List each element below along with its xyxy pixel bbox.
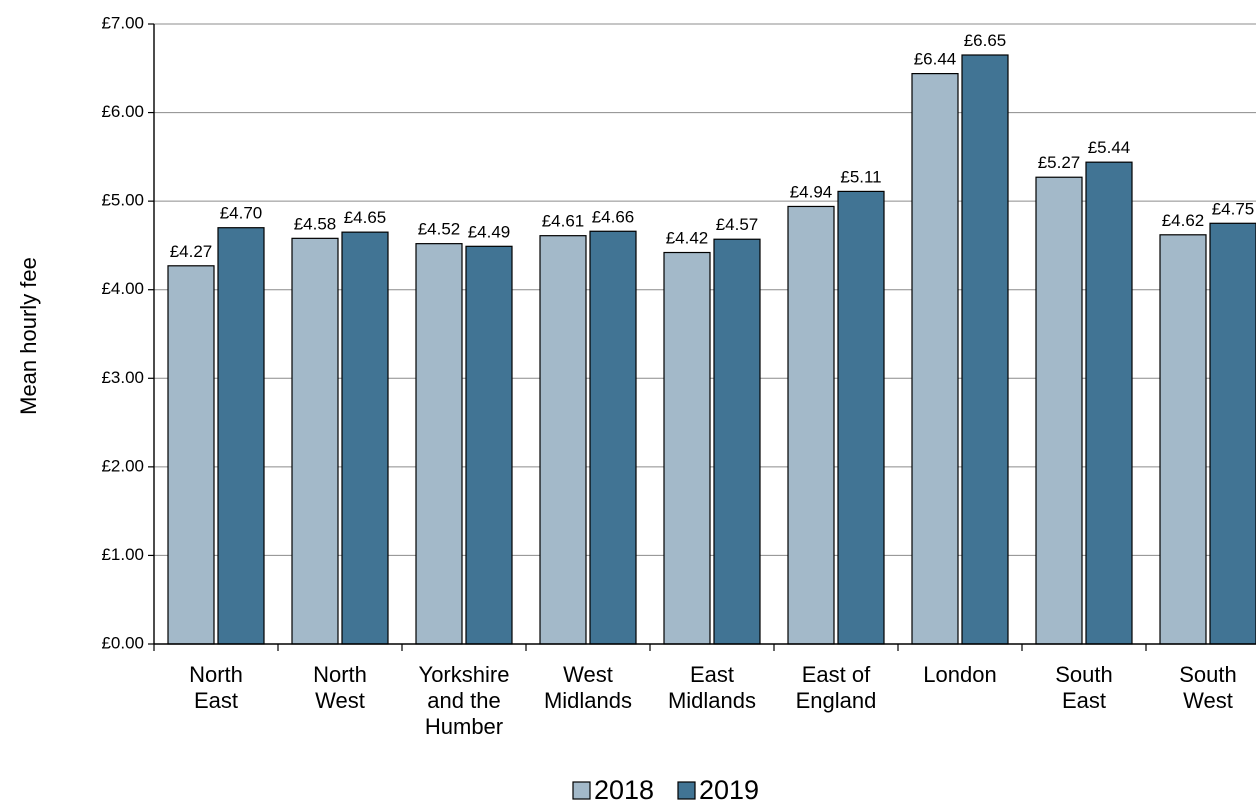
bar-2019: [1209, 222, 1256, 645]
axes: [148, 23, 1256, 651]
bar-2018: [663, 251, 711, 645]
y-tick-label: £3.00: [101, 368, 144, 387]
legend-label-2018: 2018: [594, 775, 654, 805]
data-label: £6.65: [964, 31, 1007, 50]
data-label: £4.58: [294, 214, 337, 233]
x-category-label: South East: [1055, 662, 1113, 713]
x-category-label: North East: [189, 662, 243, 713]
legend-label-2019: 2019: [699, 775, 759, 805]
data-label: £4.65: [344, 208, 387, 227]
bar-2018: [291, 237, 339, 645]
x-category-label-line: South: [1179, 662, 1237, 687]
bar-2019: [217, 227, 265, 645]
bar-2018: [787, 205, 835, 645]
x-category-label: London: [923, 662, 996, 687]
x-category-label: West Midlands: [544, 662, 632, 713]
x-category-label-line: West: [563, 662, 613, 687]
data-labels: £4.27 £4.70 £4.58 £4.65 £4.52 £4.49 £4.61 £4.66…: [170, 31, 1255, 261]
legend-swatch-2019: [677, 781, 696, 800]
data-label: £5.27: [1038, 153, 1081, 172]
x-category-label-line: North: [189, 662, 243, 687]
x-category-label-line: East: [1062, 688, 1106, 713]
data-label: £6.44: [914, 50, 957, 69]
x-category-label-line: East of: [802, 662, 871, 687]
x-category-label-line: East: [194, 688, 238, 713]
data-label: £4.27: [170, 242, 213, 261]
data-label: £4.94: [790, 182, 833, 201]
data-label: £4.57: [716, 215, 759, 234]
x-category-label-line: Midlands: [668, 688, 756, 713]
data-label: £4.61: [542, 212, 585, 231]
x-category-label: South West: [1179, 662, 1237, 713]
data-label: £4.62: [1162, 211, 1205, 230]
data-label: £4.52: [418, 220, 461, 239]
legend-swatch-2018: [572, 781, 591, 800]
bar-2019: [713, 238, 761, 645]
x-category-label-line: and the: [427, 688, 500, 713]
y-tick-labels: £0.00 £1.00 £2.00 £3.00 £4.00 £5.00 £6.00 £7.00: [101, 13, 144, 652]
bar-2019: [1085, 161, 1133, 645]
y-tick-label: £2.00: [101, 456, 144, 475]
x-category-label-line: West: [1183, 688, 1233, 713]
bar-2018: [539, 235, 587, 645]
data-label: £4.75: [1212, 199, 1255, 218]
bars: [167, 54, 1256, 645]
x-category-label-line: Yorkshire: [419, 662, 510, 687]
x-category-label: East of England: [796, 662, 877, 713]
bar-2018: [1035, 176, 1083, 645]
y-tick-label: £5.00: [101, 191, 144, 210]
bar-2018: [167, 265, 215, 645]
bar-2018: [911, 72, 959, 645]
x-category-label: Yorkshire and the Humber: [419, 662, 510, 739]
bar-2019: [341, 231, 389, 645]
y-tick-label: £7.00: [101, 13, 144, 32]
x-category-label: North West: [313, 662, 367, 713]
x-category-label-line: Midlands: [544, 688, 632, 713]
x-category-label-line: West: [315, 688, 365, 713]
y-tick-label: £4.00: [101, 279, 144, 298]
x-category-label-line: London: [923, 662, 996, 687]
x-category-label-line: East: [690, 662, 734, 687]
y-axis-title: Mean hourly fee: [16, 257, 41, 415]
y-tick-label: £1.00: [101, 545, 144, 564]
bar-2018: [1159, 234, 1207, 645]
x-category-label: East Midlands: [668, 662, 756, 713]
data-label: £4.42: [666, 229, 709, 248]
y-tick-label: £0.00: [101, 633, 144, 652]
bar-2019: [961, 54, 1009, 645]
data-label: £5.44: [1088, 138, 1131, 157]
data-label: £4.66: [592, 207, 635, 226]
x-category-label-line: South: [1055, 662, 1113, 687]
data-label: £5.11: [840, 167, 881, 186]
bar-2019: [589, 230, 637, 645]
y-tick-label: £6.00: [101, 102, 144, 121]
x-category-label-line: Humber: [425, 714, 503, 739]
legend: 2018 2019: [572, 775, 759, 805]
bar-2019: [465, 245, 513, 645]
x-category-label-line: England: [796, 688, 877, 713]
bar-2019: [837, 190, 885, 645]
x-category-label-line: North: [313, 662, 367, 687]
data-label: £4.49: [468, 222, 511, 241]
data-label: £4.70: [220, 204, 263, 223]
bar-2018: [415, 243, 463, 645]
